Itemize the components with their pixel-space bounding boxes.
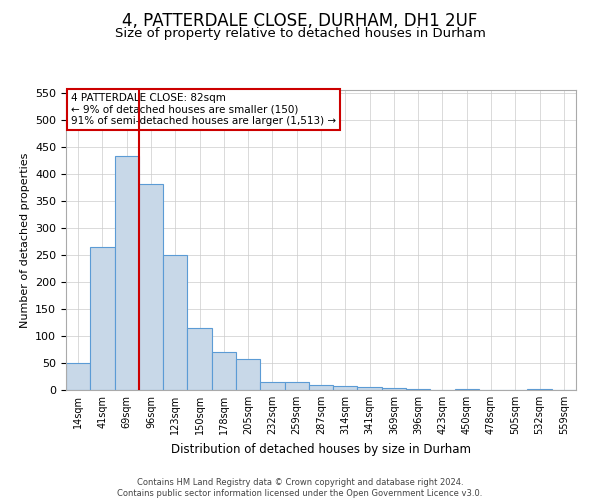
Bar: [236, 358, 260, 390]
Bar: [333, 386, 358, 390]
Text: 4, PATTERDALE CLOSE, DURHAM, DH1 2UF: 4, PATTERDALE CLOSE, DURHAM, DH1 2UF: [122, 12, 478, 30]
Bar: [309, 384, 333, 390]
Bar: [455, 389, 479, 390]
Bar: [358, 388, 382, 390]
Bar: [139, 184, 163, 390]
Bar: [187, 328, 212, 390]
Y-axis label: Number of detached properties: Number of detached properties: [20, 152, 29, 328]
Bar: [382, 388, 406, 390]
Bar: [212, 352, 236, 390]
Bar: [163, 255, 187, 390]
Bar: [115, 156, 139, 390]
Text: Size of property relative to detached houses in Durham: Size of property relative to detached ho…: [115, 28, 485, 40]
X-axis label: Distribution of detached houses by size in Durham: Distribution of detached houses by size …: [171, 442, 471, 456]
Bar: [406, 389, 430, 390]
Bar: [284, 382, 309, 390]
Text: Contains HM Land Registry data © Crown copyright and database right 2024.
Contai: Contains HM Land Registry data © Crown c…: [118, 478, 482, 498]
Bar: [260, 382, 284, 390]
Text: 4 PATTERDALE CLOSE: 82sqm
← 9% of detached houses are smaller (150)
91% of semi-: 4 PATTERDALE CLOSE: 82sqm ← 9% of detach…: [71, 93, 336, 126]
Bar: [90, 247, 115, 390]
Bar: [66, 363, 90, 390]
